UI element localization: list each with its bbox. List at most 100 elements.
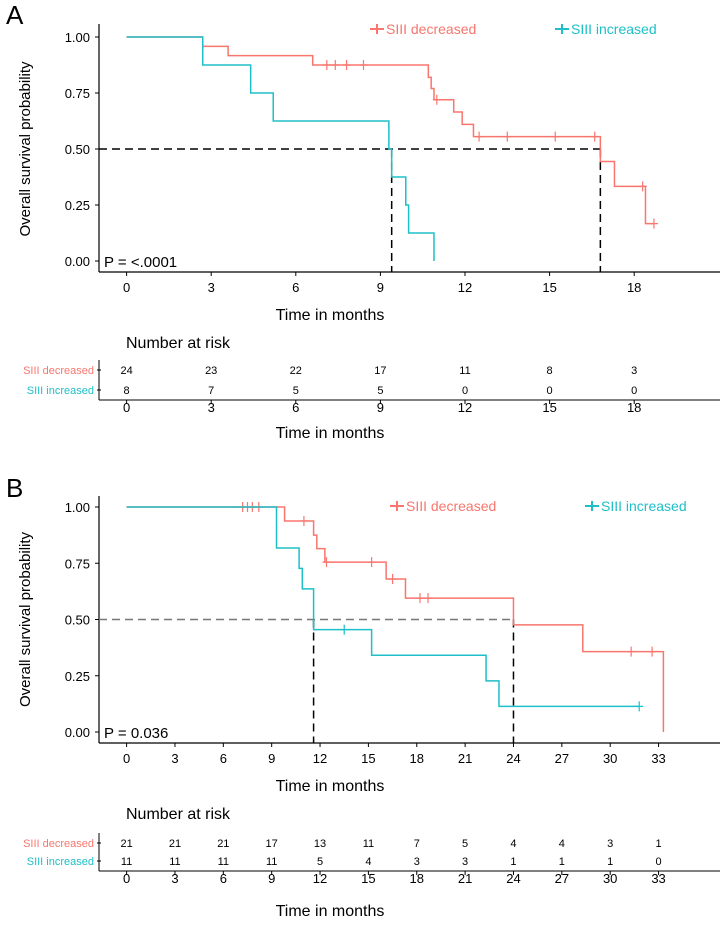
y-tick-label: 0.50 (65, 142, 90, 157)
risk-x-tick-label: 18 (627, 400, 641, 415)
risk-x-tick-label: 6 (220, 871, 227, 886)
censor-mark (424, 593, 433, 604)
x-tick-label: 18 (410, 751, 424, 766)
censor-mark (388, 574, 397, 584)
risk-count: 0 (631, 385, 637, 397)
risk-count: 21 (217, 838, 229, 850)
risk-count: 5 (317, 856, 323, 868)
risk-count: 4 (559, 838, 565, 850)
censor-mark (638, 181, 647, 192)
panel-a: A 0.00 0.25 0.50 0.75 1.00 0 3 6 9 12 15 18 Overall s… (6, 0, 720, 442)
censor-mark (649, 218, 658, 229)
x-tick-label: 33 (651, 751, 665, 766)
risk-row-label: SIII decreased (23, 838, 94, 850)
censor-mark (590, 131, 599, 142)
y-tick-label: 0.00 (65, 725, 90, 740)
legend-marker (390, 501, 404, 511)
risk-x-tick-label: 15 (361, 871, 375, 886)
risk-x-tick-label: 12 (458, 400, 472, 415)
risk-count: 21 (169, 838, 181, 850)
risk-count: 1 (559, 856, 565, 868)
p-value: P = 0.036 (104, 725, 168, 742)
risk-count: 0 (462, 385, 468, 397)
risk-x-tick-label: 12 (313, 871, 327, 886)
censor-mark (432, 94, 441, 105)
risk-count: 3 (607, 838, 613, 850)
risk-x-tick-label: 6 (292, 400, 299, 415)
x-axis-label: Time in months (276, 307, 385, 324)
risk-x-tick-label: 0 (123, 400, 130, 415)
risk-count: 11 (218, 856, 229, 868)
risk-count: 8 (547, 365, 553, 377)
risk-count: 8 (124, 385, 130, 397)
risk-x-tick-label: 27 (555, 871, 569, 886)
x-tick-label: 24 (506, 751, 520, 766)
risk-row-label: SIII increased (27, 385, 94, 397)
legend-label: SIII decreased (406, 498, 496, 514)
risk-row-label: SIII decreased (23, 365, 94, 377)
risk-count: 5 (377, 385, 383, 397)
risk-count: 4 (365, 856, 371, 868)
risk-x-tick-label: 0 (123, 871, 130, 886)
risk-count: 1 (607, 856, 613, 868)
risk-count: 23 (205, 365, 217, 377)
risk-count: 1 (510, 856, 516, 868)
x-tick-label: 3 (208, 280, 215, 295)
risk-x-tick-label: 3 (171, 871, 178, 886)
km-curve-decreased (126, 506, 665, 732)
y-tick-label: 0.25 (65, 198, 90, 213)
x-tick-label: 6 (292, 280, 299, 295)
risk-count: 3 (414, 856, 420, 868)
legend-label: SIII increased (571, 21, 657, 37)
risk-count: 11 (459, 365, 470, 377)
y-tick-label: 1.00 (65, 500, 90, 515)
risk-x-tick-label: 30 (603, 871, 617, 886)
risk-x-tick-label: 24 (506, 871, 520, 886)
censor-mark (342, 60, 351, 70)
x-tick-label: 0 (123, 751, 130, 766)
risk-x-tick-label: 9 (268, 871, 275, 886)
censor-mark (475, 131, 484, 142)
x-tick-label: 27 (555, 751, 569, 766)
panel-letter: A (6, 0, 24, 30)
censor-mark (551, 131, 560, 142)
risk-count: 24 (120, 365, 132, 377)
risk-count: 7 (208, 385, 214, 397)
x-tick-label: 15 (361, 751, 375, 766)
censor-mark (415, 593, 424, 604)
censor-mark (331, 60, 340, 70)
censor-mark (299, 515, 308, 526)
km-curve-increased (126, 506, 640, 708)
x-tick-label: 12 (313, 751, 327, 766)
risk-count: 0 (655, 856, 661, 868)
risk-count: 21 (120, 838, 132, 850)
panel-letter: B (6, 473, 23, 503)
x-tick-label: 6 (220, 751, 227, 766)
risk-x-axis-label: Time in months (276, 425, 385, 442)
x-tick-label: 15 (542, 280, 556, 295)
risk-count: 11 (266, 856, 277, 868)
censor-mark (322, 60, 331, 70)
risk-x-tick-label: 9 (377, 400, 384, 415)
risk-x-tick-label: 18 (410, 871, 424, 886)
legend-label: SIII increased (601, 498, 687, 514)
x-tick-label: 9 (377, 280, 384, 295)
x-tick-label: 30 (603, 751, 617, 766)
risk-count: 11 (121, 856, 132, 868)
legend-marker (370, 24, 384, 34)
risk-count: 11 (169, 856, 180, 868)
y-axis-label: Overall survival probability (17, 61, 34, 237)
x-tick-label: 0 (123, 280, 130, 295)
y-tick-label: 0.75 (65, 86, 90, 101)
y-tick-label: 0.25 (65, 669, 90, 684)
risk-count: 13 (314, 838, 326, 850)
risk-count: 5 (462, 838, 468, 850)
censor-mark (322, 557, 331, 568)
x-tick-label: 18 (627, 280, 641, 295)
y-tick-label: 0.75 (65, 556, 90, 571)
risk-count: 17 (266, 838, 278, 850)
x-tick-label: 21 (458, 751, 472, 766)
x-tick-label: 9 (268, 751, 275, 766)
